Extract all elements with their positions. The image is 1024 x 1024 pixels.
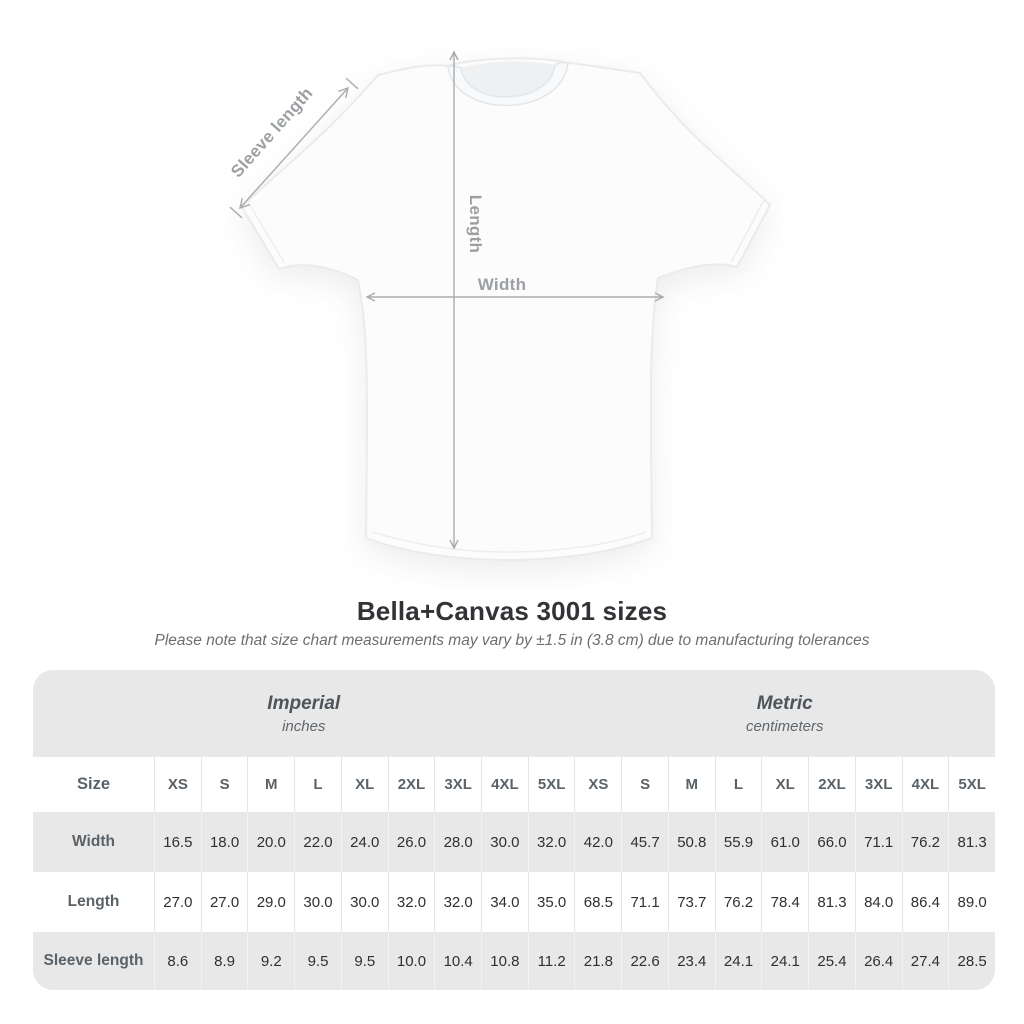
cell-length-metric-3xl: 84.0 (854, 872, 902, 932)
size-header-metric-xs: XS (574, 757, 622, 812)
width-label: Width (478, 275, 527, 294)
size-header-imperial-s: S (200, 757, 248, 812)
cell-width-metric-s: 45.7 (621, 812, 668, 872)
cell-sleeve-metric-s: 22.6 (621, 932, 668, 990)
cell-length-imperial-5xl: 35.0 (527, 872, 575, 932)
cell-length-metric-m: 73.7 (667, 872, 715, 932)
metric-label: Metric (756, 692, 813, 714)
cell-width-metric-2xl: 66.0 (808, 812, 855, 872)
left-cuff-seam (246, 200, 286, 264)
size-header-metric-3xl: 3XL (854, 757, 902, 812)
cell-width-imperial-2xl: 26.0 (387, 812, 435, 872)
collar-band (447, 61, 569, 107)
metric-unit-group: Metric centimeters (574, 670, 995, 757)
cell-sleeve-imperial-m: 9.2 (247, 932, 295, 990)
cell-width-metric-l: 55.9 (714, 812, 762, 872)
cell-width-imperial-3xl: 28.0 (434, 812, 482, 872)
length-dimension: Length (449, 50, 485, 550)
cell-sleeve-metric-xl: 24.1 (761, 932, 809, 990)
cell-length-imperial-xs: 27.0 (154, 872, 201, 932)
cell-length-imperial-m: 29.0 (247, 872, 295, 932)
size-header-imperial-3xl: 3XL (434, 757, 482, 812)
cell-sleeve-metric-2xl: 25.4 (808, 932, 855, 990)
tshirt-illustration (240, 57, 772, 562)
right-cuff-seam (730, 198, 766, 263)
cell-length-imperial-2xl: 32.0 (387, 872, 435, 932)
cell-sleeve-metric-4xl: 27.4 (901, 932, 949, 990)
size-header-metric-m: M (667, 757, 715, 812)
row-label-sleeve-length: Sleeve length (33, 932, 154, 990)
cell-sleeve-imperial-3xl: 10.4 (434, 932, 482, 990)
size-header-metric-2xl: 2XL (808, 757, 855, 812)
cell-length-imperial-l: 30.0 (294, 872, 341, 932)
size-header-imperial-xl: XL (340, 757, 388, 812)
cell-width-metric-4xl: 76.2 (901, 812, 949, 872)
cell-width-metric-m: 50.8 (667, 812, 715, 872)
cell-length-metric-xs: 68.5 (574, 872, 622, 932)
cell-width-imperial-xl: 24.0 (340, 812, 388, 872)
cell-length-imperial-s: 27.0 (200, 872, 248, 932)
cell-sleeve-metric-xs: 21.8 (574, 932, 622, 990)
size-header-metric-s: S (621, 757, 668, 812)
heading-block: Bella+Canvas 3001 sizes Please note that… (0, 596, 1024, 650)
cell-length-imperial-4xl: 34.0 (481, 872, 528, 932)
cell-width-imperial-m: 20.0 (247, 812, 295, 872)
cell-sleeve-metric-3xl: 26.4 (854, 932, 902, 990)
imperial-sublabel: inches (282, 717, 326, 735)
cell-length-metric-4xl: 86.4 (901, 872, 949, 932)
size-column-header: Size (33, 757, 154, 812)
cell-width-metric-3xl: 71.1 (854, 812, 902, 872)
cell-length-imperial-xl: 30.0 (340, 872, 388, 932)
cell-sleeve-imperial-5xl: 11.2 (527, 932, 575, 990)
cell-width-metric-xl: 61.0 (761, 812, 809, 872)
cell-length-metric-s: 71.1 (621, 872, 668, 932)
page-title: Bella+Canvas 3001 sizes (356, 596, 668, 626)
cell-width-metric-xs: 42.0 (574, 812, 622, 872)
cell-length-metric-5xl: 89.0 (948, 872, 995, 932)
cell-width-metric-5xl: 81.3 (948, 812, 995, 872)
row-label-width: Width (33, 812, 154, 872)
size-header-metric-xl: XL (761, 757, 809, 812)
width-dimension: Width (365, 275, 665, 302)
cell-width-imperial-s: 18.0 (200, 812, 248, 872)
size-header-imperial-m: M (247, 757, 295, 812)
cell-sleeve-imperial-xs: 8.6 (154, 932, 201, 990)
imperial-label: Imperial (267, 692, 341, 714)
size-header-imperial-2xl: 2XL (387, 757, 435, 812)
cell-sleeve-metric-m: 23.4 (667, 932, 715, 990)
cell-width-imperial-4xl: 30.0 (481, 812, 528, 872)
size-header-metric-4xl: 4XL (901, 757, 949, 812)
cell-length-metric-xl: 78.4 (761, 872, 809, 932)
cell-width-imperial-5xl: 32.0 (527, 812, 575, 872)
cell-length-imperial-3xl: 32.0 (434, 872, 482, 932)
collar-opening (461, 61, 555, 97)
cell-sleeve-imperial-2xl: 10.0 (387, 932, 435, 990)
size-header-imperial-l: L (294, 757, 341, 812)
cell-length-metric-2xl: 81.3 (808, 872, 855, 932)
cell-width-imperial-l: 22.0 (294, 812, 341, 872)
cell-sleeve-imperial-xl: 9.5 (340, 932, 388, 990)
size-header-imperial-4xl: 4XL (481, 757, 528, 812)
size-header-imperial-xs: XS (154, 757, 201, 812)
size-table: Imperial inches Metric centimeters Size … (33, 670, 995, 990)
bottom-hem-seam (371, 531, 647, 553)
size-header-metric-l: L (714, 757, 762, 812)
cell-sleeve-metric-5xl: 28.5 (948, 932, 995, 990)
cell-sleeve-metric-l: 24.1 (714, 932, 762, 990)
cell-width-imperial-xs: 16.5 (154, 812, 201, 872)
imperial-unit-group: Imperial inches (33, 670, 575, 757)
metric-sublabel: centimeters (745, 717, 824, 735)
length-label: Length (466, 195, 485, 253)
cell-length-metric-l: 76.2 (714, 872, 762, 932)
row-label-length: Length (33, 872, 154, 932)
size-header-imperial-5xl: 5XL (527, 757, 575, 812)
tshirt-size-diagram: Sleeve length Length Width (227, 50, 772, 562)
cell-sleeve-imperial-l: 9.5 (294, 932, 341, 990)
tolerance-note: Please note that size chart measurements… (154, 632, 870, 649)
cell-sleeve-imperial-s: 8.9 (200, 932, 248, 990)
cell-sleeve-imperial-4xl: 10.8 (481, 932, 528, 990)
size-header-metric-5xl: 5XL (948, 757, 995, 812)
